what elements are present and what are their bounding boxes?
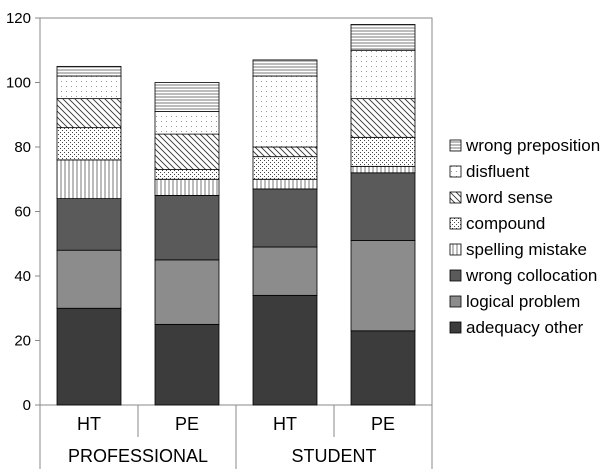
x-group-label: STUDENT bbox=[292, 446, 377, 466]
bar-segment-word-sense bbox=[56, 98, 122, 129]
bar-segment-wrong-preposition bbox=[154, 82, 220, 112]
bar-segment-disfluent bbox=[350, 49, 416, 100]
legend-label: compound bbox=[466, 214, 545, 233]
bar-segment-logical-problem bbox=[154, 259, 220, 325]
bar-segment-compound bbox=[154, 169, 220, 180]
bar-segment-compound bbox=[252, 156, 318, 180]
y-tick-label: 40 bbox=[14, 268, 31, 285]
bar-segment-adequacy-other bbox=[252, 294, 318, 406]
legend-swatch bbox=[449, 321, 462, 334]
legend-label: disfluent bbox=[466, 162, 530, 181]
y-tick-label: 60 bbox=[14, 204, 31, 221]
x-category-label: PE bbox=[371, 414, 395, 434]
legend-swatch bbox=[449, 191, 462, 204]
bar-segment-spelling-mistake bbox=[350, 165, 416, 174]
bar-segment-adequacy-other bbox=[56, 307, 122, 406]
legend: wrong preposition disfluent word sense comp… bbox=[449, 136, 600, 337]
bar-segment-word-sense bbox=[252, 146, 318, 158]
bar-segment-wrong-preposition bbox=[56, 65, 122, 77]
x-axis: HT PE HT PE PROFESSIONAL STUDENT bbox=[39, 405, 433, 469]
y-tick-label: 20 bbox=[14, 333, 31, 350]
bar-segment-adequacy-other bbox=[154, 323, 220, 406]
legend-label: adequacy other bbox=[466, 318, 584, 337]
bar-segment-word-sense bbox=[154, 133, 220, 170]
bar-segment-spelling-mistake bbox=[154, 178, 220, 196]
legend-swatch bbox=[449, 295, 462, 308]
bar-segment-wrong-preposition bbox=[350, 24, 416, 51]
legend-swatch bbox=[449, 165, 462, 178]
bar-segment-disfluent bbox=[56, 75, 122, 100]
bar-segment-disfluent bbox=[154, 111, 220, 135]
legend-label: wrong collocation bbox=[465, 266, 597, 285]
bar-segment-spelling-mistake bbox=[56, 159, 122, 199]
legend-label: wrong preposition bbox=[465, 136, 600, 155]
y-tick-label: 120 bbox=[6, 10, 31, 27]
bar-segment-wrong-collocation bbox=[154, 194, 220, 261]
y-axis: 0 20 40 60 80 100 120 bbox=[6, 10, 40, 414]
legend-swatch bbox=[449, 139, 462, 152]
legend-label: logical problem bbox=[466, 292, 580, 311]
bar-segment-wrong-collocation bbox=[56, 198, 122, 251]
x-category-label: HT bbox=[273, 414, 297, 434]
bar-segment-wrong-preposition bbox=[252, 59, 318, 77]
y-tick-label: 100 bbox=[6, 75, 31, 92]
legend-swatch bbox=[449, 269, 462, 282]
y-tick-label: 80 bbox=[14, 139, 31, 156]
bar-segment-wrong-collocation bbox=[252, 188, 318, 248]
x-category-label: PE bbox=[175, 414, 199, 434]
x-category-label: HT bbox=[77, 414, 101, 434]
bar-segment-logical-problem bbox=[56, 249, 122, 309]
bar-segment-wrong-collocation bbox=[350, 172, 416, 241]
legend-label: word sense bbox=[465, 188, 553, 207]
bar-segment-logical-problem bbox=[252, 246, 318, 296]
legend-label: spelling mistake bbox=[466, 240, 587, 259]
x-group-label: PROFESSIONAL bbox=[68, 446, 208, 466]
legend-swatch bbox=[449, 217, 462, 230]
legend-swatch bbox=[449, 243, 462, 256]
y-tick-label: 0 bbox=[23, 397, 31, 414]
bar-segment-compound bbox=[350, 136, 416, 167]
plot-area bbox=[39, 17, 433, 406]
bar-segment-logical-problem bbox=[350, 240, 416, 332]
bar-segment-spelling-mistake bbox=[252, 178, 318, 190]
bar-segment-disfluent bbox=[252, 75, 318, 148]
bar-segment-compound bbox=[56, 127, 122, 161]
bar-segment-adequacy-other bbox=[350, 330, 416, 406]
bar-segment-word-sense bbox=[350, 98, 416, 138]
